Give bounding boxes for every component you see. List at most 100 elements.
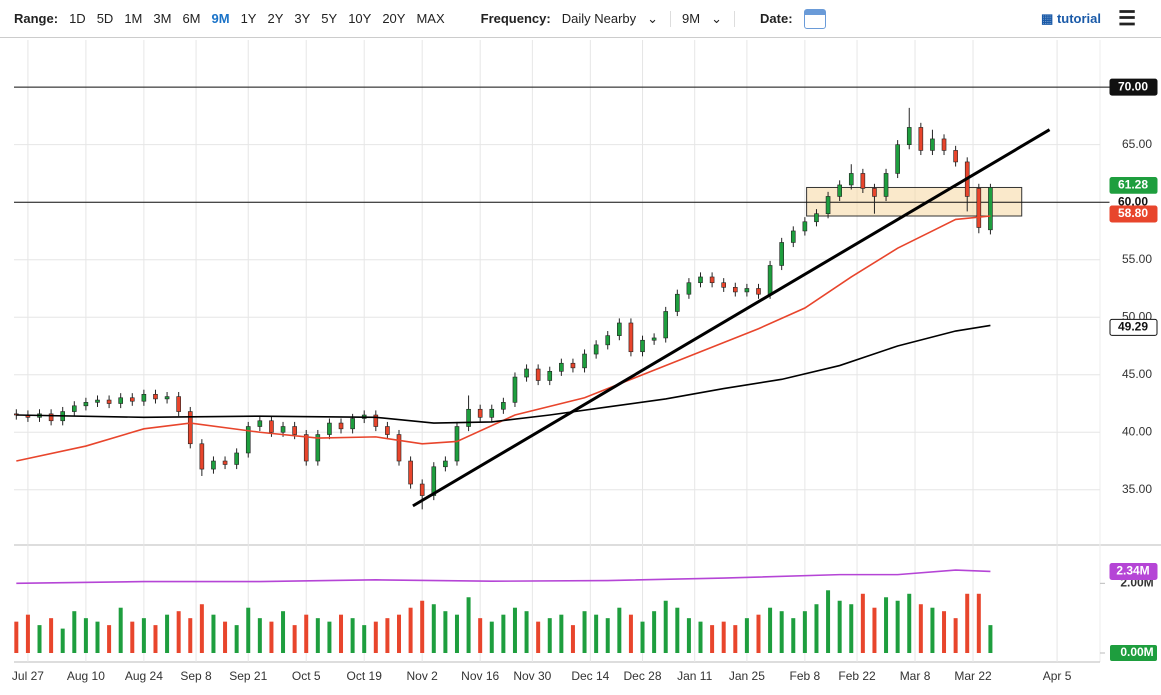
volume-bar xyxy=(130,621,135,653)
candle-body xyxy=(651,337,657,341)
range-button[interactable]: MAX xyxy=(416,11,445,26)
volume-bar xyxy=(153,625,158,653)
range-button[interactable]: 5D xyxy=(96,11,114,26)
period-value[interactable]: 9M xyxy=(682,10,701,26)
volume-bar xyxy=(663,600,668,653)
range-button[interactable]: 3M xyxy=(153,11,172,26)
candle-body xyxy=(767,265,773,295)
range-button[interactable]: 10Y xyxy=(348,11,372,26)
y-tick-label: 40.00 xyxy=(1122,424,1152,438)
volume-bar xyxy=(199,604,204,653)
x-tick-label: Mar 8 xyxy=(900,669,931,683)
volume-bar xyxy=(339,614,344,653)
range-button[interactable]: 1D xyxy=(69,11,86,26)
candle-body xyxy=(698,276,703,284)
candle-body xyxy=(315,434,321,462)
range-button[interactable]: 20Y xyxy=(382,11,406,26)
x-tick-label: Apr 5 xyxy=(1043,669,1072,683)
volume-bar xyxy=(698,621,703,653)
volume-bar xyxy=(281,611,286,653)
badge-bg xyxy=(1109,562,1158,580)
range-button[interactable]: 5Y xyxy=(321,11,338,26)
candle-body xyxy=(732,287,738,293)
volume-bar xyxy=(547,618,552,653)
volume-bar xyxy=(802,611,807,653)
candle-body xyxy=(744,288,750,293)
candle-body xyxy=(640,339,645,353)
candle-body xyxy=(234,452,239,465)
range-button[interactable]: 9M xyxy=(211,11,230,26)
badge-bg xyxy=(1109,176,1158,194)
candle-body xyxy=(953,150,958,163)
volume-bar xyxy=(49,618,54,653)
volume-bar xyxy=(385,618,390,653)
candle-body xyxy=(814,213,819,223)
tutorial-text[interactable]: tutorial xyxy=(1056,10,1101,26)
volume-bar xyxy=(188,618,193,653)
volume-bar xyxy=(686,618,691,653)
candle-body xyxy=(419,483,425,496)
volume-bar xyxy=(744,618,749,653)
range-button[interactable]: 1Y xyxy=(240,11,257,26)
volume-bar xyxy=(768,607,773,653)
range-button[interactable]: 6M xyxy=(182,11,201,26)
volume-bar xyxy=(976,593,981,653)
trendline xyxy=(412,128,1051,508)
volume-bar xyxy=(165,614,170,653)
volume-bar xyxy=(454,614,459,653)
volume-bar xyxy=(860,593,865,653)
x-tick-label: Feb 22 xyxy=(838,669,876,683)
volume-bar xyxy=(176,611,181,653)
volume-bar xyxy=(466,597,471,653)
candle-body xyxy=(176,396,181,412)
ma-label: 49.29 xyxy=(1118,320,1148,334)
volume-bar xyxy=(292,625,297,653)
range-button[interactable]: 1M xyxy=(124,11,143,26)
candle-body xyxy=(443,460,448,468)
volume-bar xyxy=(594,614,599,653)
volume-bar xyxy=(25,614,30,653)
candle-body xyxy=(350,418,355,430)
candle-body xyxy=(303,434,309,462)
volume-bar xyxy=(257,618,262,653)
volume-bar xyxy=(675,607,680,653)
volume-bar xyxy=(512,607,517,653)
x-tick-label: Oct 19 xyxy=(347,669,383,683)
frequency-value[interactable]: Daily Nearby xyxy=(561,10,637,26)
tutorial-link[interactable]: ▦ tutorial xyxy=(1041,10,1101,26)
candle-body xyxy=(211,460,216,470)
volume-bar xyxy=(605,618,610,653)
volume-bar xyxy=(269,621,274,653)
volume-bar xyxy=(953,618,958,653)
volume-bar xyxy=(617,607,622,653)
candle-body xyxy=(941,138,947,151)
volume-bar xyxy=(350,618,355,653)
candle-body xyxy=(338,422,344,430)
y-tick-label: 65.00 xyxy=(1122,137,1152,151)
candle-body xyxy=(837,184,842,197)
badge-bg xyxy=(1109,318,1158,336)
volume-bar xyxy=(779,611,784,653)
volume-tick-group: 0.00M xyxy=(1110,645,1157,661)
period-dropdown[interactable]: 9M ⌄ xyxy=(682,10,736,27)
candle-body xyxy=(605,335,611,346)
volume-bar xyxy=(988,625,993,653)
volume-bar xyxy=(95,621,100,653)
frequency-dropdown[interactable]: Daily Nearby ⌄ xyxy=(561,10,672,27)
range-button[interactable]: 2Y xyxy=(267,11,284,26)
volume-bar xyxy=(489,621,494,653)
candle-body xyxy=(501,402,506,410)
candle-body xyxy=(477,408,483,418)
badge-bg xyxy=(1109,205,1158,223)
calendar-button[interactable] xyxy=(803,8,826,29)
candle-body xyxy=(686,282,692,295)
candle-body xyxy=(547,370,553,381)
candle-body xyxy=(721,282,726,288)
range-button[interactable]: 3Y xyxy=(294,11,311,26)
badge-bg xyxy=(1109,78,1158,96)
volume-bar xyxy=(478,618,483,653)
candle-body xyxy=(129,397,135,402)
candle-body xyxy=(269,420,274,433)
menu-button[interactable]: ☰ xyxy=(1118,8,1136,30)
